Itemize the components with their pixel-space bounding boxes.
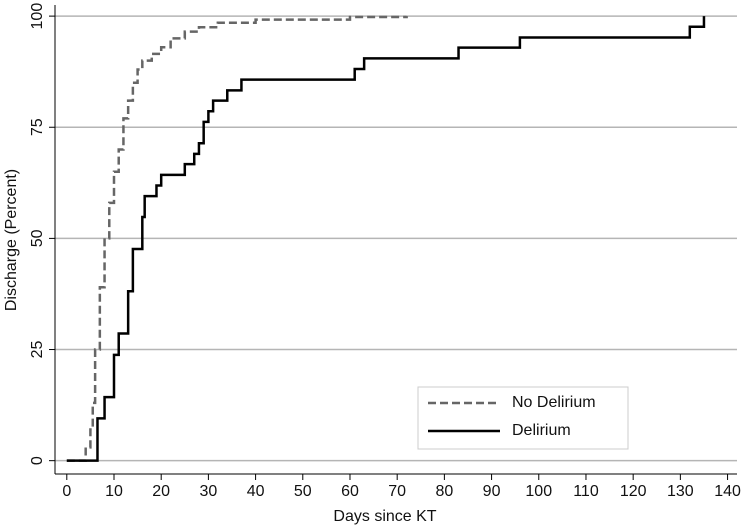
x-tick-label: 10 [105, 483, 123, 500]
x-tick-label: 70 [388, 483, 406, 500]
y-tick-label: 0 [29, 456, 46, 465]
x-tick-label: 40 [247, 483, 265, 500]
y-tick-label: 100 [29, 3, 46, 30]
x-tick-label: 100 [525, 483, 552, 500]
series-line [66, 15, 408, 462]
y-tick-label: 25 [29, 341, 46, 359]
legend-label: No Delirium [512, 394, 596, 411]
x-tick-label: 140 [714, 483, 741, 500]
x-tick-label: 130 [667, 483, 694, 500]
y-axis-label: Discharge (Percent) [3, 169, 20, 311]
x-tick-label: 110 [573, 483, 599, 500]
y-tick-label: 75 [29, 118, 46, 136]
series-line [66, 16, 706, 462]
x-axis-label: Days since KT [333, 508, 436, 525]
x-tick-label: 50 [294, 483, 312, 500]
y-tick-label: 50 [29, 229, 46, 247]
x-tick-label: 0 [62, 483, 71, 500]
x-tick-label: 80 [435, 483, 453, 500]
x-tick-label: 20 [152, 483, 170, 500]
x-tick-label: 90 [483, 483, 501, 500]
legend-label: Delirium [512, 422, 571, 439]
legend-box [417, 386, 629, 450]
x-tick-label: 30 [199, 483, 217, 500]
x-tick-label: 60 [341, 483, 359, 500]
x-tick-label: 120 [620, 483, 647, 500]
